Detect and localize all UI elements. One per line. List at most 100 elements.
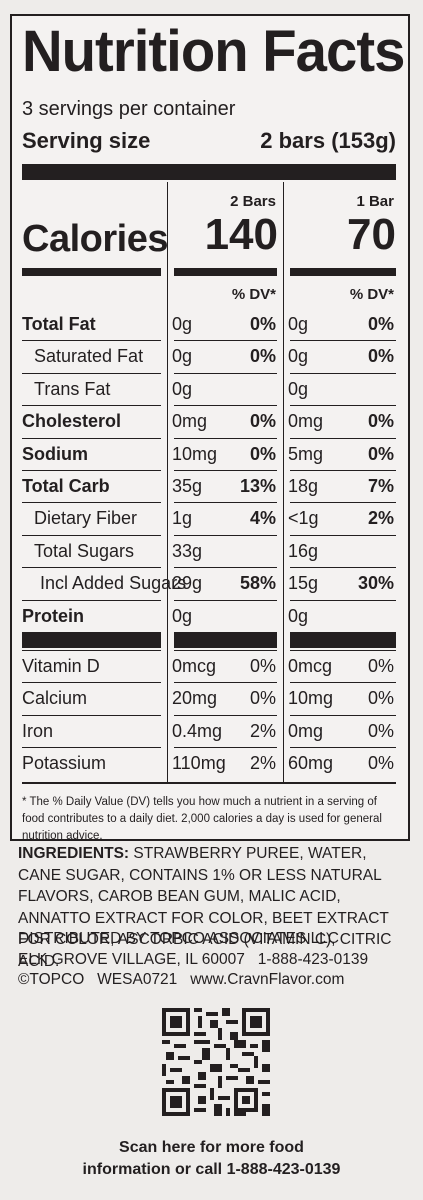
amount-2-bars: 0mg — [172, 411, 208, 432]
nutrient-name: Sodium — [22, 443, 88, 464]
dv-1-bar: 0% — [367, 720, 394, 741]
nutrient-name: Cholesterol — [22, 411, 122, 432]
row-divider — [22, 502, 161, 504]
dv-header-2-bars: % DV* — [231, 286, 276, 303]
amount-2-bars: 33g — [172, 540, 203, 561]
nutrient-row: Total Fat 0g 0% 0g 0% — [22, 308, 396, 340]
dv-1-bar: 0% — [367, 443, 394, 464]
nutrient-name: Calcium — [22, 688, 88, 709]
vitamin-row: Potassium 110mg 2% 60mg 0% — [22, 747, 396, 779]
row-divider — [174, 747, 277, 749]
row-divider — [22, 650, 161, 651]
calories-label: Calories — [22, 218, 168, 260]
row-divider — [22, 437, 161, 439]
row-divider — [22, 599, 161, 601]
distributor-info: DISTRIBUTED BY TOPCO ASSOCIATES LLC ELK … — [18, 929, 368, 991]
dv-1-bar: 0% — [367, 656, 394, 676]
nutrient-name: Saturated Fat — [34, 346, 144, 367]
nutrient-name: Iron — [22, 720, 54, 741]
serving-size-row: Serving size 2 bars (153g) — [22, 128, 396, 154]
dv-2-bars: 13% — [239, 476, 276, 496]
calories-bar-left — [22, 268, 161, 276]
row-divider — [290, 534, 396, 536]
amount-1-bar: 0g — [288, 605, 309, 626]
nutrient-name: Potassium — [22, 753, 107, 774]
row-divider — [290, 372, 396, 374]
row-divider — [174, 340, 277, 342]
row-divider — [22, 405, 161, 407]
dv-2-bars: 0% — [249, 688, 276, 709]
row-divider — [290, 470, 396, 471]
row-divider — [174, 714, 277, 716]
row-divider — [22, 534, 161, 536]
dv-1-bar: 0% — [367, 411, 394, 432]
calories-1-bar: 70 — [347, 210, 396, 259]
nutrient-row: Dietary Fiber 1g 4% <1g 2% — [22, 502, 396, 534]
amount-2-bars: 0g — [172, 346, 193, 367]
amount-1-bar: <1g — [288, 508, 319, 529]
qr-scan-instructions: Scan here for more food information or c… — [0, 1137, 423, 1181]
row-divider — [174, 682, 277, 684]
amount-1-bar: 0g — [288, 346, 309, 367]
vitamin-row: Vitamin D 0mcg 0% 0mcg 0% — [22, 650, 396, 682]
amount-2-bars: 35g — [172, 476, 203, 496]
amount-2-bars: 110mg — [172, 753, 226, 774]
row-divider — [290, 747, 396, 749]
distributor-line-3: ©TOPCO WESA0721 www.CravnFlavor.com — [18, 971, 345, 988]
row-divider — [22, 747, 161, 749]
row-divider — [22, 372, 161, 374]
calories-bar-right — [290, 268, 396, 276]
nutrient-name: Total Sugars — [34, 540, 135, 561]
dv-2-bars: 0% — [249, 656, 276, 676]
scan-line-1: Scan here for more food — [119, 1139, 304, 1156]
nutrient-name: Vitamin D — [22, 656, 100, 676]
row-divider — [290, 714, 396, 716]
row-divider — [174, 437, 277, 439]
row-divider — [290, 502, 396, 504]
dv-1-bar: 7% — [367, 476, 394, 496]
vitamin-bar-left — [22, 632, 161, 648]
row-divider — [22, 567, 161, 569]
ingredients-text: INGREDIENTS: STRAWBERRY PUREE, WATER, CA… — [18, 843, 408, 972]
row-divider — [174, 650, 277, 651]
footnote-divider — [22, 782, 396, 784]
qr-code-icon[interactable] — [162, 1008, 270, 1116]
amount-2-bars: 0g — [172, 605, 193, 626]
row-divider — [290, 650, 396, 651]
nutrient-name: Total Carb — [22, 476, 110, 496]
nutrient-row: Protein 0g 0g — [22, 599, 396, 632]
column-header-1-bar: 1 Bar — [356, 193, 394, 210]
amount-1-bar: 0g — [288, 314, 309, 334]
row-divider — [290, 599, 396, 601]
nutrient-row: Total Sugars 33g 16g — [22, 534, 396, 567]
dv-2-bars: 2% — [249, 753, 276, 774]
amount-1-bar: 0g — [288, 378, 309, 399]
dv-1-bar: 2% — [367, 508, 394, 529]
column-divider-2 — [283, 182, 284, 782]
amount-2-bars: 20mg — [172, 688, 218, 709]
amount-2-bars: 0mcg — [172, 656, 217, 676]
nutrient-name: Protein — [22, 605, 85, 626]
nutrient-row: Saturated Fat 0g 0% 0g 0% — [22, 340, 396, 372]
row-divider — [174, 534, 277, 536]
row-divider — [22, 714, 161, 716]
thick-divider — [22, 164, 396, 180]
row-divider — [22, 682, 161, 684]
dv-1-bar: 0% — [367, 314, 394, 334]
nutrient-name: Incl Added Sugars — [40, 573, 187, 594]
amount-2-bars: 1g — [172, 508, 193, 529]
row-divider — [22, 470, 161, 471]
vitamin-row: Iron 0.4mg 2% 0mg 0% — [22, 714, 396, 747]
amount-2-bars: 0g — [172, 314, 193, 334]
column-divider-1 — [167, 182, 168, 782]
dv-header-1-bar: % DV* — [349, 286, 394, 303]
amount-2-bars: 0.4mg — [172, 720, 223, 741]
dv-1-bar: 0% — [367, 688, 394, 709]
amount-1-bar: 0mg — [288, 411, 324, 432]
amount-2-bars: 29g — [172, 573, 203, 594]
vitamin-row: Calcium 20mg 0% 10mg 0% — [22, 682, 396, 714]
amount-1-bar: 15g — [288, 573, 319, 594]
nutrition-facts-title: Nutrition Facts — [22, 19, 405, 84]
amount-1-bar: 16g — [288, 540, 319, 561]
row-divider — [290, 405, 396, 407]
